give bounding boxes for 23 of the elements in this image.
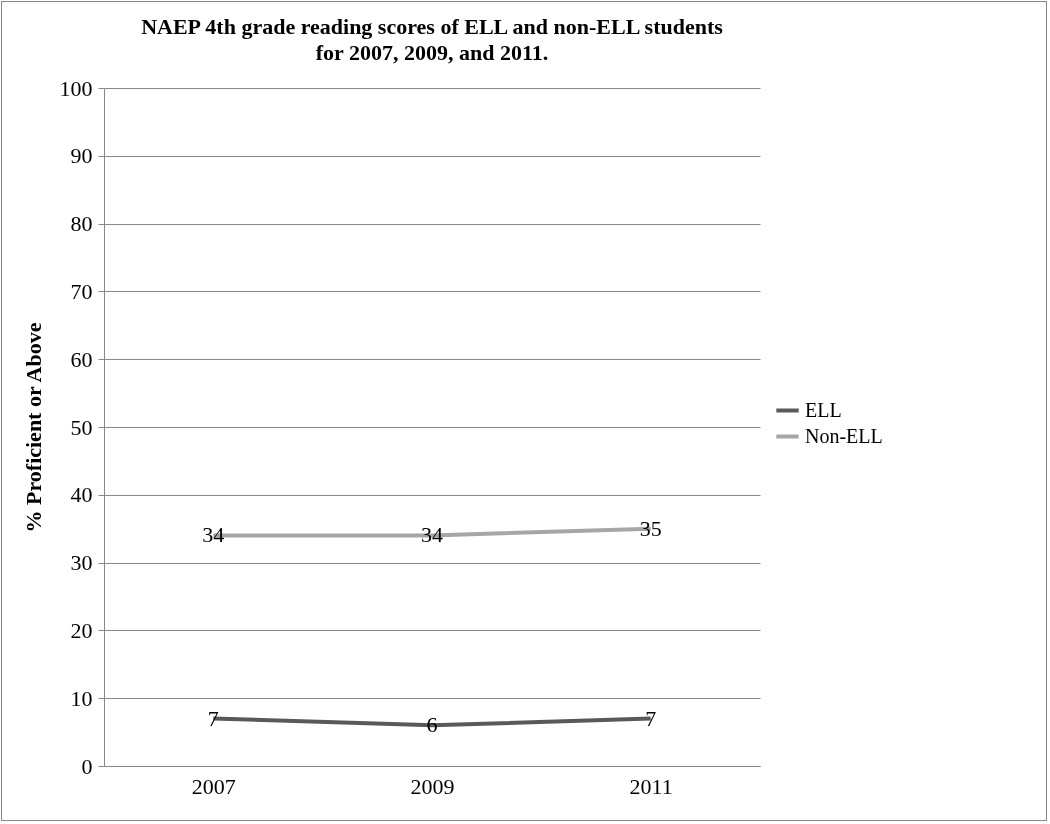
data-label: 7 [645, 705, 657, 731]
x-tick-label: 2009 [410, 773, 455, 799]
y-tick-label: 100 [59, 75, 93, 101]
y-tick-label: 60 [70, 346, 93, 372]
data-label: 35 [639, 515, 662, 541]
y-tick-label: 80 [70, 211, 93, 237]
data-label: 7 [207, 705, 219, 731]
y-tick-label: 50 [70, 414, 93, 440]
y-axis-title: % Proficient or Above [20, 322, 46, 533]
y-tick-label: 10 [70, 685, 93, 711]
legend-label: ELL [805, 398, 842, 421]
y-tick-label: 70 [70, 278, 93, 304]
y-tick-label: 0 [81, 753, 93, 779]
y-tick-label: 20 [70, 617, 93, 643]
legend-label: Non-ELL [805, 424, 883, 447]
y-tick-label: 30 [70, 550, 93, 576]
y-tick-label: 40 [70, 482, 93, 508]
x-tick-label: 2011 [629, 773, 673, 799]
data-label: 34 [202, 522, 225, 548]
x-tick-label: 2007 [191, 773, 236, 799]
y-tick-label: 90 [70, 143, 93, 169]
chart-title: NAEP 4th grade reading scores of ELL and non-ELL students for 2007, 2009, and 2011. [141, 14, 724, 65]
data-label: 34 [421, 522, 443, 548]
